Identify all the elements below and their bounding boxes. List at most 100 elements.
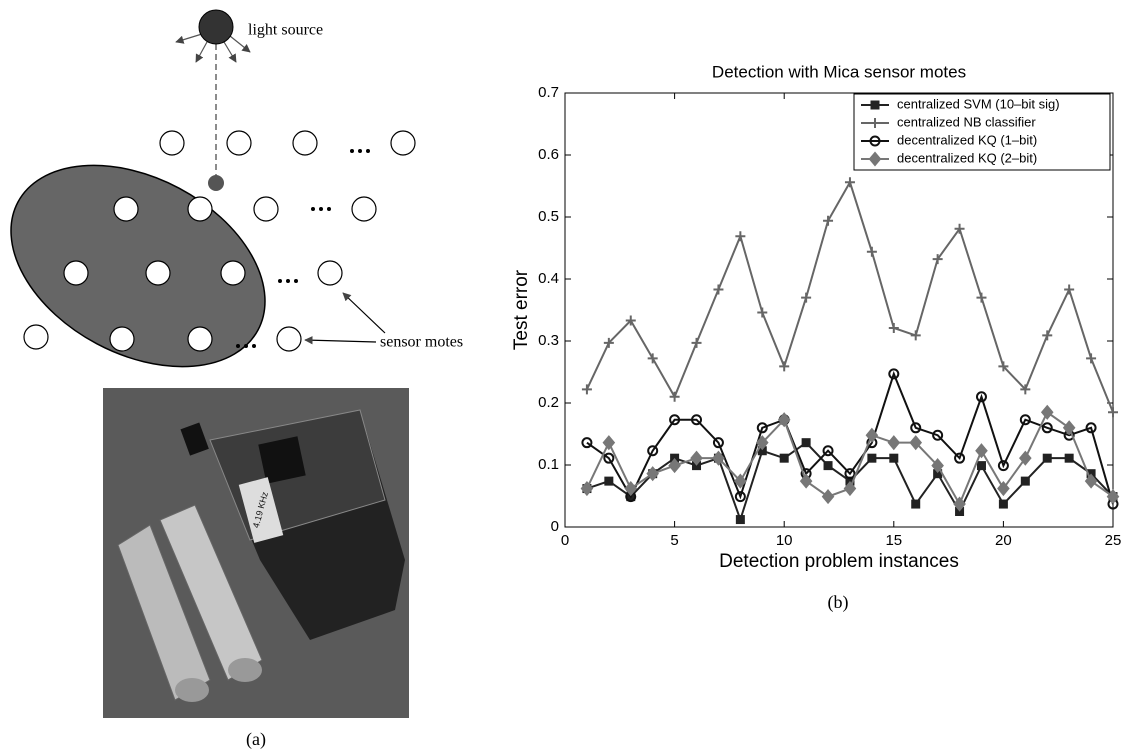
legend-label: centralized NB classifier bbox=[897, 114, 1036, 129]
marker bbox=[865, 427, 879, 443]
sensor-motes-label: sensor motes bbox=[380, 334, 463, 351]
marker bbox=[713, 284, 724, 295]
marker bbox=[602, 435, 616, 451]
chart-title: Detection with Mica sensor motes bbox=[712, 62, 966, 81]
legend-label: centralized SVM (10–bit sig) bbox=[897, 96, 1060, 111]
marker bbox=[691, 414, 703, 426]
marker bbox=[910, 422, 922, 434]
marker bbox=[909, 435, 923, 451]
antenna bbox=[180, 422, 209, 456]
marker bbox=[625, 315, 636, 326]
marker bbox=[1041, 422, 1053, 434]
diagram: light source sensor motes bbox=[10, 9, 463, 368]
marker bbox=[932, 254, 943, 265]
marker bbox=[1019, 450, 1032, 466]
marker bbox=[998, 361, 1009, 372]
marker bbox=[889, 453, 899, 463]
marker bbox=[844, 177, 855, 188]
legend-label: decentralized KQ (2–bit) bbox=[897, 150, 1037, 165]
legend-box bbox=[853, 93, 1111, 171]
marker bbox=[1019, 414, 1031, 426]
marker bbox=[779, 361, 790, 372]
marker bbox=[1084, 473, 1098, 489]
ellipsis-dots bbox=[236, 149, 370, 348]
marker bbox=[756, 422, 768, 434]
marker bbox=[997, 480, 1010, 497]
x-tick-label: 20 bbox=[995, 532, 1012, 549]
marker bbox=[1020, 384, 1031, 395]
label-sticker bbox=[238, 477, 284, 543]
marker bbox=[1086, 353, 1097, 364]
marker bbox=[869, 135, 881, 147]
y-tick-label: 0 bbox=[551, 518, 559, 535]
series-line bbox=[586, 179, 1114, 413]
marker bbox=[734, 491, 746, 503]
marker bbox=[779, 453, 789, 463]
legend-label: decentralized KQ (1–bit) bbox=[897, 132, 1037, 147]
y-tick-label: 0.7 bbox=[538, 84, 559, 101]
marker bbox=[1064, 284, 1075, 295]
y-tick-label: 0.1 bbox=[538, 456, 559, 473]
marker bbox=[799, 473, 813, 489]
marker bbox=[580, 480, 594, 497]
marker bbox=[603, 337, 614, 348]
chart: Detection with Mica sensor motes Detectio… bbox=[511, 62, 1121, 572]
marker bbox=[823, 461, 833, 471]
marker bbox=[932, 429, 944, 441]
marker bbox=[755, 435, 769, 451]
marker bbox=[1040, 404, 1054, 420]
marker bbox=[669, 414, 681, 426]
marker bbox=[954, 223, 965, 234]
marker bbox=[1064, 453, 1074, 463]
marker bbox=[868, 151, 882, 167]
marker bbox=[1042, 453, 1052, 463]
panel-caption: (a) bbox=[246, 729, 266, 750]
battery-end bbox=[228, 658, 262, 682]
light-source-label: light source bbox=[248, 22, 323, 39]
battery bbox=[159, 504, 263, 681]
marker bbox=[870, 118, 880, 128]
marker bbox=[691, 337, 702, 348]
marker bbox=[870, 100, 880, 110]
marker bbox=[603, 452, 615, 464]
marker bbox=[1106, 489, 1120, 505]
marker bbox=[866, 246, 877, 257]
marker bbox=[997, 460, 1009, 472]
battery bbox=[117, 524, 211, 701]
x-tick-label: 10 bbox=[776, 532, 793, 549]
marker bbox=[887, 435, 901, 451]
marker bbox=[953, 496, 966, 512]
marker bbox=[801, 292, 812, 303]
y-tick-label: 0.6 bbox=[538, 146, 559, 163]
x-axis-label: Detection problem instances bbox=[719, 551, 959, 572]
marker bbox=[734, 473, 747, 489]
marker bbox=[777, 412, 791, 428]
marker bbox=[975, 443, 988, 459]
marker bbox=[1042, 330, 1053, 341]
photo: 4.19 KHz bbox=[103, 388, 409, 718]
marker bbox=[735, 515, 745, 525]
marker bbox=[911, 499, 921, 509]
marker bbox=[712, 437, 724, 449]
light-source bbox=[198, 9, 234, 45]
plot-frame bbox=[564, 92, 1114, 528]
marker bbox=[998, 499, 1008, 509]
marker bbox=[735, 231, 746, 242]
marker bbox=[823, 215, 834, 226]
marker bbox=[647, 445, 659, 457]
marker bbox=[646, 466, 659, 482]
marker bbox=[1108, 407, 1118, 418]
marker bbox=[581, 437, 593, 449]
marker bbox=[801, 438, 811, 448]
marker bbox=[821, 489, 835, 505]
marker bbox=[669, 391, 680, 402]
marker bbox=[757, 307, 768, 318]
marker bbox=[668, 458, 681, 474]
y-tick-label: 0.3 bbox=[538, 332, 559, 349]
marker bbox=[712, 450, 725, 466]
marker bbox=[604, 476, 614, 486]
battery-end bbox=[175, 678, 209, 702]
marker bbox=[624, 480, 638, 497]
marker bbox=[690, 450, 703, 466]
